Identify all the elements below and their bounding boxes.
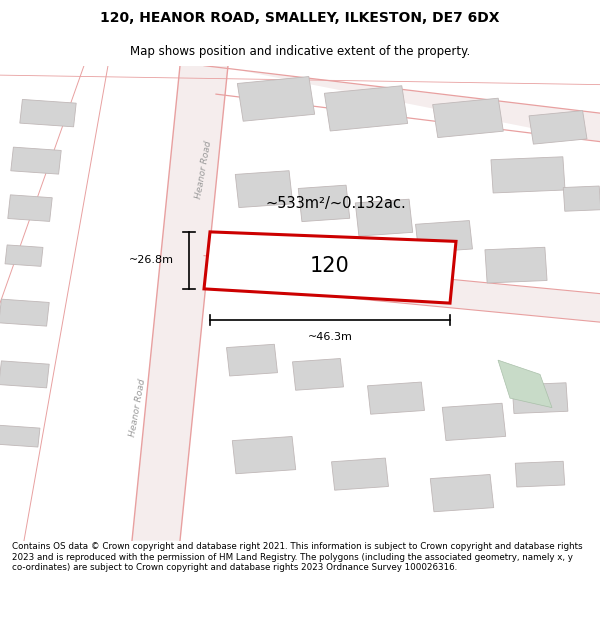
Polygon shape xyxy=(5,245,43,266)
Polygon shape xyxy=(0,361,49,388)
Polygon shape xyxy=(8,195,52,221)
Polygon shape xyxy=(325,86,407,131)
Polygon shape xyxy=(20,99,76,127)
Polygon shape xyxy=(368,382,424,414)
Text: Contains OS data © Crown copyright and database right 2021. This information is : Contains OS data © Crown copyright and d… xyxy=(12,542,583,572)
Polygon shape xyxy=(204,256,600,322)
Text: ~46.3m: ~46.3m xyxy=(308,332,352,342)
Polygon shape xyxy=(515,461,565,487)
Polygon shape xyxy=(433,98,503,138)
Text: ~26.8m: ~26.8m xyxy=(129,256,174,266)
Polygon shape xyxy=(430,474,494,512)
Polygon shape xyxy=(227,344,277,376)
Text: Heanor Road: Heanor Road xyxy=(128,378,148,438)
Polygon shape xyxy=(442,403,506,441)
Polygon shape xyxy=(355,199,413,236)
Polygon shape xyxy=(485,248,547,283)
Polygon shape xyxy=(232,436,296,474)
Polygon shape xyxy=(416,221,472,253)
Polygon shape xyxy=(238,76,314,121)
Text: 120: 120 xyxy=(310,256,350,276)
Text: Heanor Road: Heanor Road xyxy=(194,141,214,200)
Polygon shape xyxy=(563,186,600,211)
Polygon shape xyxy=(204,232,456,303)
Polygon shape xyxy=(491,157,565,193)
Polygon shape xyxy=(235,171,293,208)
Text: Map shows position and indicative extent of the property.: Map shows position and indicative extent… xyxy=(130,45,470,58)
Polygon shape xyxy=(332,458,388,490)
Polygon shape xyxy=(11,147,61,174)
Text: 120, HEANOR ROAD, SMALLEY, ILKESTON, DE7 6DX: 120, HEANOR ROAD, SMALLEY, ILKESTON, DE7… xyxy=(100,11,500,26)
Polygon shape xyxy=(0,299,49,326)
Polygon shape xyxy=(298,185,350,222)
Polygon shape xyxy=(498,360,552,408)
Polygon shape xyxy=(0,425,40,447)
Polygon shape xyxy=(529,111,587,144)
Polygon shape xyxy=(204,66,600,142)
Polygon shape xyxy=(132,66,228,541)
Polygon shape xyxy=(512,382,568,414)
Text: ~533m²/~0.132ac.: ~533m²/~0.132ac. xyxy=(266,196,406,211)
Polygon shape xyxy=(293,359,343,390)
